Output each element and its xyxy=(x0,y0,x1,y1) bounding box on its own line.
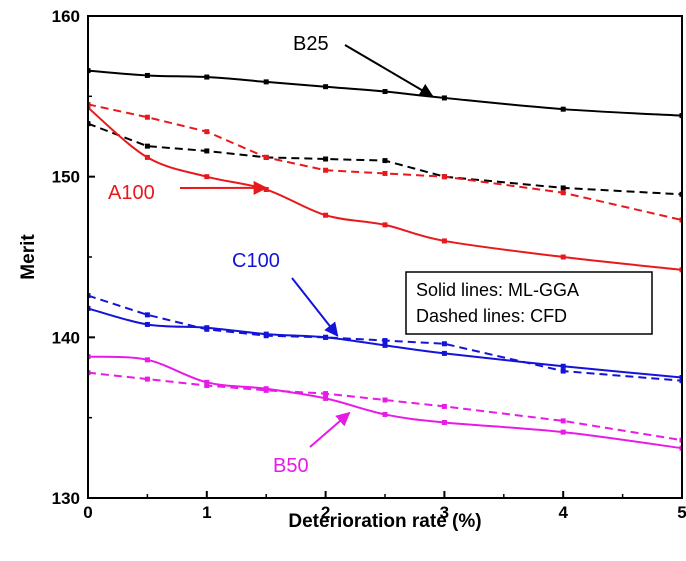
y-axis-title: Merit xyxy=(18,234,39,280)
data-point-b50-solid-6 xyxy=(441,419,447,425)
data-point-b25-dashed-7 xyxy=(560,185,566,191)
data-point-a100-dashed-2 xyxy=(204,129,210,135)
data-point-b25-solid-3 xyxy=(263,79,269,85)
data-point-b50-dashed-2 xyxy=(204,383,210,389)
data-point-b25-dashed-0 xyxy=(88,121,91,127)
data-point-a100-dashed-7 xyxy=(560,190,566,196)
data-point-a100-solid-7 xyxy=(560,254,566,260)
x-tick-label: 3 xyxy=(440,503,449,522)
annotation-label-b50: B50 xyxy=(273,455,309,477)
series-line-c100-dashed xyxy=(88,294,682,382)
annotation-label-b25: B25 xyxy=(293,33,329,55)
data-point-b50-dashed-4 xyxy=(323,391,329,397)
data-point-c100-dashed-3 xyxy=(263,333,269,339)
data-point-c100-dashed-6 xyxy=(441,341,447,347)
y-tick-label: 140 xyxy=(52,328,80,347)
data-point-c100-solid-7 xyxy=(560,363,566,369)
data-point-b50-dashed-3 xyxy=(263,387,269,393)
series-line-b25-solid xyxy=(88,69,682,117)
x-tick-label: 2 xyxy=(321,503,330,522)
data-point-a100-dashed-3 xyxy=(263,154,269,160)
y-tick-label: 130 xyxy=(52,489,80,508)
data-point-a100-solid-4 xyxy=(323,212,329,218)
data-point-c100-dashed-4 xyxy=(323,334,329,340)
x-tick-label: 5 xyxy=(677,503,686,522)
y-tick-label: 160 xyxy=(52,7,80,26)
annotation-arrow-c100 xyxy=(291,277,339,337)
y-tick-label: 150 xyxy=(52,168,80,187)
data-point-c100-dashed-8 xyxy=(679,378,682,384)
data-point-b25-solid-6 xyxy=(441,95,447,101)
data-point-b50-solid-5 xyxy=(382,411,388,417)
data-point-a100-dashed-1 xyxy=(144,114,150,120)
data-point-b50-solid-4 xyxy=(323,395,329,401)
annotation-label-c100: C100 xyxy=(232,250,280,272)
legend-box xyxy=(405,271,653,335)
data-point-c100-solid-6 xyxy=(441,350,447,356)
annotation-arrow-b25 xyxy=(344,44,434,98)
data-point-b25-dashed-8 xyxy=(679,191,682,197)
data-point-a100-solid-8 xyxy=(679,267,682,273)
data-point-b50-solid-0 xyxy=(88,354,91,360)
data-point-b25-dashed-5 xyxy=(382,158,388,164)
data-point-c100-dashed-1 xyxy=(144,312,150,318)
data-point-a100-solid-1 xyxy=(144,154,150,160)
data-point-a100-solid-5 xyxy=(382,222,388,228)
annotation-label-a100: A100 xyxy=(108,182,155,204)
x-tick-label: 0 xyxy=(83,503,92,522)
data-point-a100-dashed-5 xyxy=(382,170,388,176)
series-line-b50-solid xyxy=(88,355,682,450)
series-line-c100-solid xyxy=(88,307,682,379)
data-point-b50-solid-7 xyxy=(560,429,566,435)
series-line-a100-solid xyxy=(88,106,682,271)
data-point-c100-dashed-7 xyxy=(560,368,566,374)
data-point-a100-dashed-4 xyxy=(323,167,329,173)
data-point-b25-dashed-2 xyxy=(204,148,210,154)
annotation-arrow-b50 xyxy=(309,411,351,448)
data-point-b25-solid-8 xyxy=(679,113,682,119)
data-point-b25-dashed-4 xyxy=(323,156,329,162)
data-point-b50-dashed-7 xyxy=(560,418,566,424)
data-point-b25-solid-4 xyxy=(323,84,329,90)
legend: Solid lines: ML-GGA Dashed lines: CFD xyxy=(405,271,653,335)
data-point-c100-dashed-2 xyxy=(204,326,210,332)
data-point-a100-solid-2 xyxy=(204,174,210,180)
data-point-b50-dashed-6 xyxy=(441,403,447,409)
data-point-c100-solid-0 xyxy=(88,305,91,311)
data-point-b50-solid-8 xyxy=(679,445,682,451)
data-point-b25-solid-7 xyxy=(560,106,566,112)
data-point-b50-solid-2 xyxy=(204,379,210,385)
data-point-b25-solid-5 xyxy=(382,89,388,95)
data-point-a100-solid-6 xyxy=(441,238,447,244)
data-point-b50-dashed-5 xyxy=(382,397,388,403)
data-point-b25-solid-0 xyxy=(88,68,91,74)
data-point-b25-solid-2 xyxy=(204,74,210,80)
data-point-c100-solid-5 xyxy=(382,342,388,348)
axes-layer: 0 1 2 3 4 5 130 140 150 160 Deterioration rate (%)… xyxy=(18,7,686,532)
data-point-b50-solid-1 xyxy=(144,357,150,363)
data-point-c100-solid-1 xyxy=(144,321,150,327)
data-point-b50-dashed-1 xyxy=(144,376,150,382)
legend-entry: Dashed lines: CFD xyxy=(416,306,567,326)
x-tick-label: 4 xyxy=(558,503,568,522)
data-point-c100-solid-8 xyxy=(679,375,682,380)
data-point-a100-dashed-8 xyxy=(679,217,682,223)
legend-entry: Solid lines: ML-GGA xyxy=(416,280,579,300)
x-tick-label: 1 xyxy=(202,503,211,522)
curves-layer xyxy=(88,68,682,451)
data-point-b50-dashed-0 xyxy=(88,370,91,376)
data-point-c100-dashed-5 xyxy=(382,338,388,344)
x-axis-title: Deterioration rate (%) xyxy=(288,511,481,532)
series-line-b25-dashed xyxy=(88,122,682,196)
data-point-b25-dashed-1 xyxy=(144,143,150,149)
series-line-b50-dashed xyxy=(88,371,682,442)
data-point-a100-dashed-6 xyxy=(441,174,447,180)
data-point-c100-dashed-0 xyxy=(88,293,91,299)
data-point-b50-dashed-8 xyxy=(679,437,682,443)
data-point-a100-dashed-0 xyxy=(88,101,91,107)
data-point-a100-solid-0 xyxy=(88,105,91,111)
annotations-layer: B25 A100 C100 B50 xyxy=(108,33,434,477)
data-point-b25-solid-1 xyxy=(144,72,150,78)
